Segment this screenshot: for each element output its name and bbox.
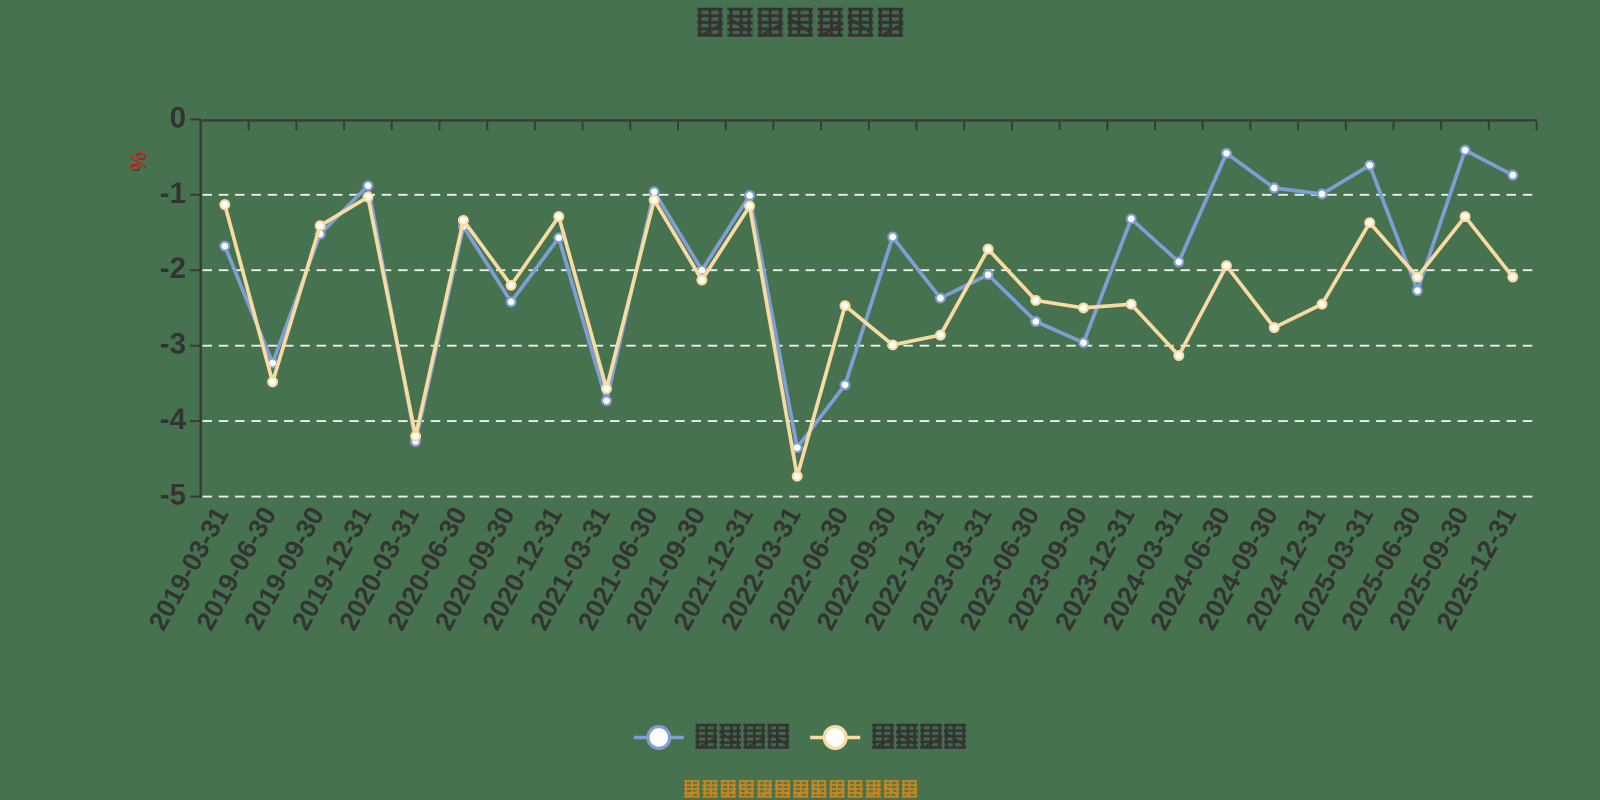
svg-text:-2: -2 — [160, 252, 186, 285]
svg-text:-3: -3 — [160, 328, 186, 361]
svg-text:%: % — [125, 151, 150, 171]
svg-text:-4: -4 — [160, 403, 187, 436]
svg-text:-1: -1 — [160, 177, 186, 210]
svg-text:0: 0 — [170, 101, 186, 134]
svg-text:%: % — [126, 152, 151, 172]
svg-text:-5: -5 — [160, 479, 186, 512]
